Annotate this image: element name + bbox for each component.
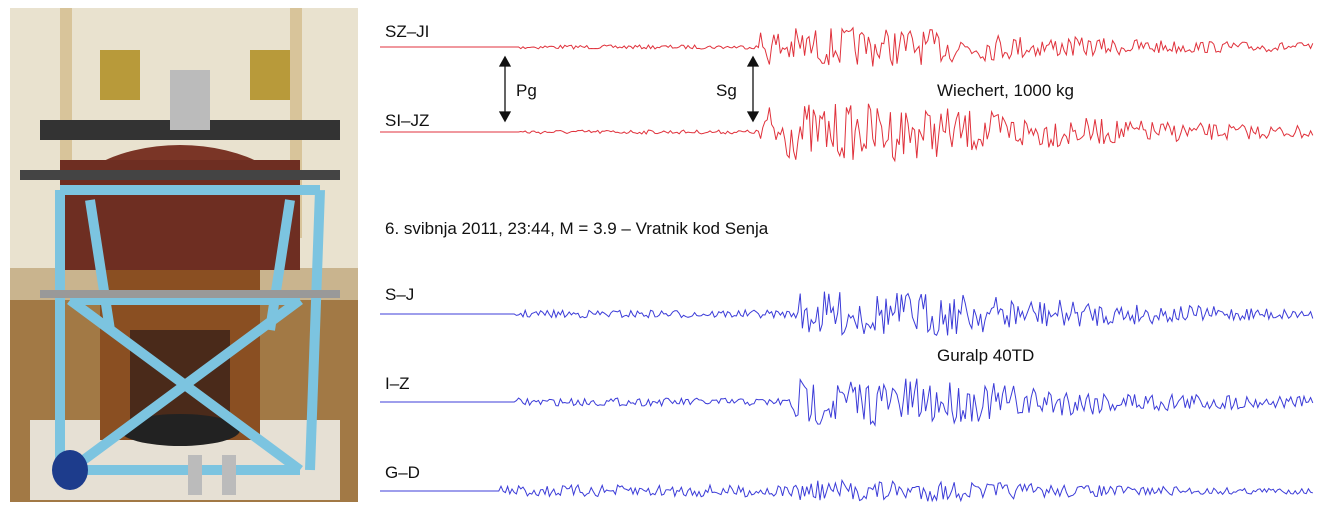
channel-label: I–Z bbox=[385, 374, 410, 393]
seismogram-trace bbox=[380, 26, 1314, 67]
phase-arrows bbox=[498, 55, 760, 123]
seismogram-trace bbox=[380, 291, 1314, 337]
seismogram-trace bbox=[380, 103, 1314, 163]
channel-label: SI–JZ bbox=[385, 111, 429, 130]
channel-label: SZ–JI bbox=[385, 22, 429, 41]
seismogram-trace bbox=[380, 478, 1313, 503]
channel-label: G–D bbox=[385, 463, 420, 482]
instrument-label: Wiechert, 1000 kg bbox=[937, 81, 1074, 100]
channel-label: S–J bbox=[385, 285, 414, 304]
phase-label: Pg bbox=[516, 81, 537, 100]
caption: 6. svibnja 2011, 23:44, M = 3.9 – Vratni… bbox=[385, 219, 769, 238]
instrument-photo bbox=[10, 8, 358, 502]
phase-label: Sg bbox=[716, 81, 737, 100]
seismograms bbox=[380, 26, 1314, 503]
seismogram-trace bbox=[380, 377, 1314, 427]
instrument-label: Guralp 40TD bbox=[937, 346, 1034, 365]
